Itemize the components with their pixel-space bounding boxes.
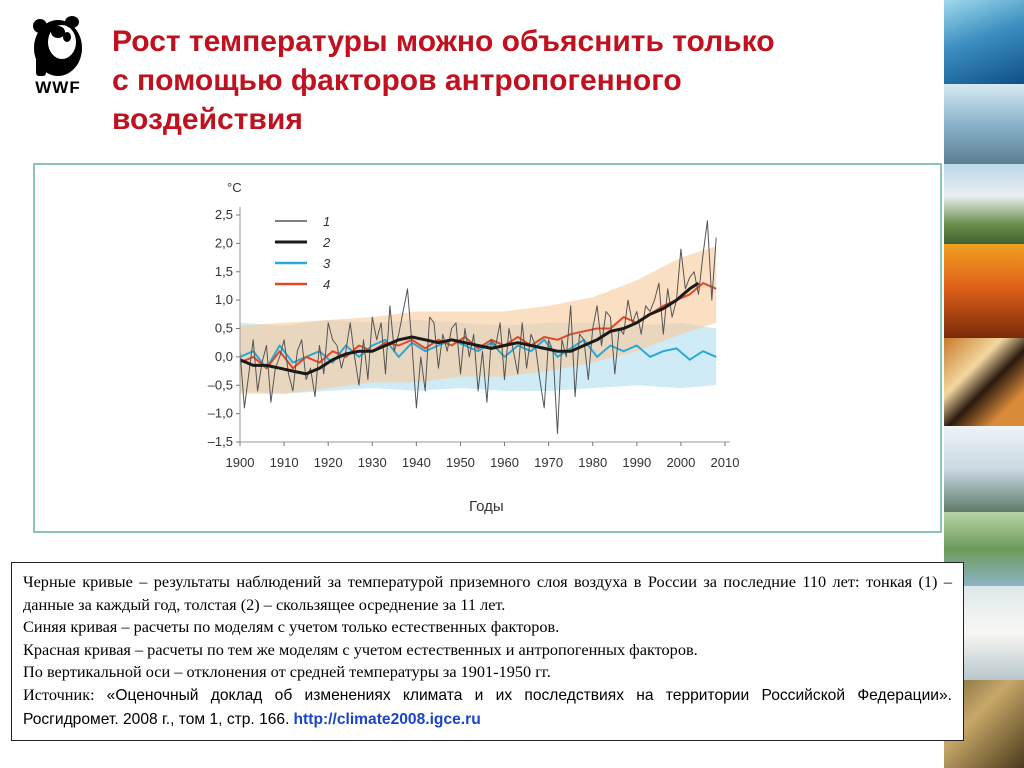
x-tick-label: 1990 (622, 455, 651, 470)
y-tick-label: –1,0 (208, 406, 233, 421)
x-tick-label: 1930 (358, 455, 387, 470)
y-axis-unit: °С (227, 180, 242, 195)
caption-anthropogenic: Красная кривая – расчеты по тем же модел… (23, 639, 698, 659)
caption-observed: Черные кривые – результаты наблюдений за… (23, 572, 952, 614)
caption-source: Источник: «Оценочный доклад об изменения… (23, 684, 952, 731)
x-tick-label: 2000 (666, 455, 695, 470)
y-tick-label: 2,5 (215, 207, 233, 222)
nature-photo-strip (944, 0, 1024, 768)
legend-label-1: 1 (323, 214, 330, 229)
y-tick-label: 2,0 (215, 235, 233, 250)
title-line-1: Рост температуры можно объяснить только (112, 25, 775, 58)
temperature-chart: 2,5 2,0 1,5 1,0 0,5 0,0 –0,5 –1,0 –1,5 1900 1910 19… (33, 163, 942, 533)
photo-snow-forest (944, 426, 1024, 512)
title-line-2: с помощью факторов антропогенного (112, 64, 682, 97)
y-tick-label: 0,0 (215, 349, 233, 364)
source-text: «Оценочный доклад об изменениях климата … (23, 686, 952, 728)
series-observed-smoothed (239, 281, 700, 376)
caption-natural: Синяя кривая – расчеты по моделям с учет… (23, 617, 560, 637)
x-tick-label: 1940 (402, 455, 431, 470)
y-tick-label: 0,5 (215, 321, 233, 336)
caption-axis-note: По вертикальной оси – отклонения от сред… (23, 662, 551, 682)
y-tick-label: 1,5 (215, 264, 233, 279)
legend-label-2: 2 (322, 235, 331, 250)
y-tick-label: –1,5 (208, 434, 233, 449)
caption-box: Черные кривые – результаты наблюдений за… (11, 562, 964, 741)
x-tick-label: 1950 (446, 455, 475, 470)
title-line-3: воздействия (112, 103, 303, 136)
slide-title: Рост температуры можно объяснить только … (112, 22, 912, 139)
photo-underwater (944, 0, 1024, 84)
x-axis-title: Годы (469, 498, 504, 515)
y-tick-label: –0,5 (208, 377, 233, 392)
x-tick-label: 1960 (490, 455, 519, 470)
y-tick-label: 1,0 (215, 292, 233, 307)
source-link[interactable]: http://climate2008.igce.ru (293, 710, 481, 728)
x-tick-label: 1970 (534, 455, 563, 470)
legend-label-4: 4 (323, 277, 330, 292)
x-tick-label: 1980 (578, 455, 607, 470)
chart-svg: 2,5 2,0 1,5 1,0 0,5 0,0 –0,5 –1,0 –1,5 1900 1910 19… (208, 180, 740, 515)
x-tick-label: 1920 (314, 455, 343, 470)
photo-mountains (944, 164, 1024, 244)
photo-tiger (944, 338, 1024, 426)
source-label: Источник: (23, 684, 95, 704)
x-tick-label: 1900 (226, 455, 255, 470)
x-tick-label: 1910 (270, 455, 299, 470)
logo-text: WWF (35, 78, 81, 97)
photo-wolf-water (944, 84, 1024, 164)
photo-sunset-tree (944, 244, 1024, 338)
legend-label-3: 3 (323, 256, 331, 271)
panda-logo-icon (33, 16, 82, 76)
wwf-logo: WWF (26, 12, 90, 97)
series-observed-annual (239, 220, 717, 434)
x-tick-label: 2010 (711, 455, 740, 470)
